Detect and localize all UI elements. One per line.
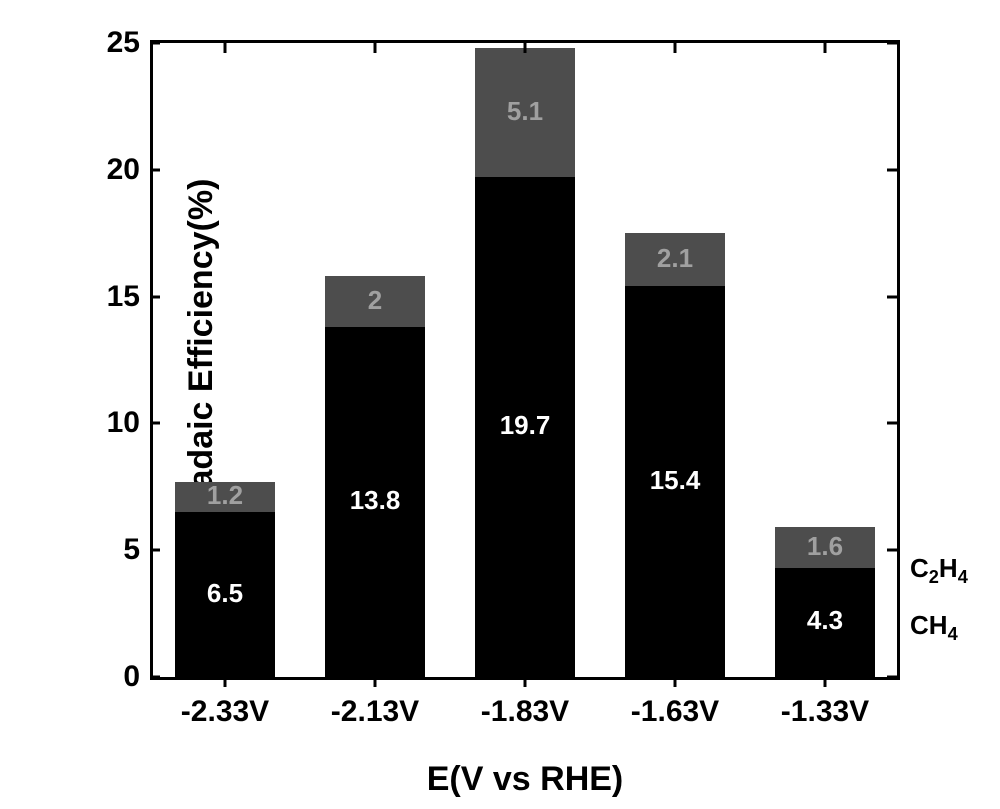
y-tick-label: 0: [123, 660, 140, 694]
bar-value-label: 19.7: [500, 410, 551, 441]
y-tick: [887, 168, 897, 171]
y-tick: [150, 42, 160, 45]
x-tick-label: -2.33V: [181, 695, 269, 729]
y-tick-label: 25: [107, 26, 140, 60]
bar-group: 6.5 1.2: [175, 482, 275, 677]
x-tick: [674, 677, 677, 687]
y-tick-label: 20: [107, 153, 140, 187]
y-tick: [887, 676, 897, 679]
bar-value-label: 2.1: [657, 243, 693, 274]
bar-value-label: 1.2: [207, 480, 243, 511]
bar-group: 13.82: [325, 276, 425, 677]
bar-value-label: 15.4: [650, 465, 701, 496]
y-tick: [887, 549, 897, 552]
y-tick: [150, 676, 160, 679]
y-tick-label: 5: [123, 533, 140, 567]
x-tick-label: -1.33V: [781, 695, 869, 729]
x-tick: [374, 43, 377, 53]
y-tick-label: 15: [107, 280, 140, 314]
bar-value-label: 4.3: [807, 605, 843, 636]
legend-label-ch4: CH4: [910, 610, 958, 645]
bar-group: 4.3 1.6: [775, 527, 875, 677]
bar-value-label: 6.5: [207, 578, 243, 609]
y-tick: [887, 42, 897, 45]
x-tick: [674, 43, 677, 53]
chart-container: Faradaic Efficiency(%) E(V vs RHE) 6.51.…: [0, 0, 1000, 809]
y-tick: [150, 422, 160, 425]
y-tick: [150, 549, 160, 552]
bar-value-label: 13.8: [350, 485, 401, 516]
y-tick: [887, 295, 897, 298]
bar-value-label: 2: [368, 285, 382, 316]
bar-value-label: 1.6: [807, 531, 843, 562]
x-tick: [524, 677, 527, 687]
x-tick: [524, 43, 527, 53]
bar-group: 19.7 5.1: [475, 48, 575, 677]
y-tick: [150, 295, 160, 298]
y-tick: [887, 422, 897, 425]
legend-label-c2h4: C2H4: [910, 553, 968, 588]
bar-group: 15.4 2.1: [625, 233, 725, 677]
x-axis-label: E(V vs RHE): [427, 760, 624, 799]
x-tick-label: -1.83V: [481, 695, 569, 729]
y-tick-label: 10: [107, 406, 140, 440]
x-tick: [224, 677, 227, 687]
x-tick: [374, 677, 377, 687]
x-tick: [824, 43, 827, 53]
x-tick-label: -1.63V: [631, 695, 719, 729]
y-tick: [150, 168, 160, 171]
x-tick: [224, 43, 227, 53]
plot-area: 6.51.213.8219.75.115.42.14.31.6: [150, 40, 900, 680]
x-tick-label: -2.13V: [331, 695, 419, 729]
x-tick: [824, 677, 827, 687]
bar-value-label: 5.1: [507, 96, 543, 127]
